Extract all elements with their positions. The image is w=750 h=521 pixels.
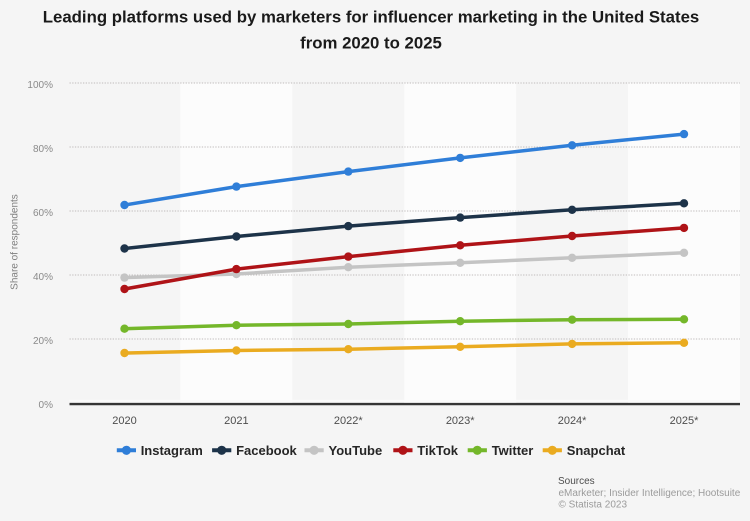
svg-text:from 2020 to 2025: from 2020 to 2025	[300, 34, 442, 53]
svg-text:Twitter: Twitter	[492, 443, 534, 458]
svg-text:0%: 0%	[39, 400, 54, 411]
svg-text:80%: 80%	[33, 144, 53, 155]
svg-text:100%: 100%	[27, 80, 53, 91]
svg-text:2023*: 2023*	[446, 415, 475, 427]
svg-text:eMarketer; Insider Intelligenc: eMarketer; Insider Intelligence; Hootsui…	[559, 488, 741, 499]
svg-text:20%: 20%	[33, 336, 53, 347]
svg-text:YouTube: YouTube	[329, 443, 383, 458]
svg-text:2020: 2020	[112, 415, 136, 427]
svg-text:Leading platforms used by mark: Leading platforms used by marketers for …	[43, 7, 700, 26]
svg-text:Share of respondents: Share of respondents	[10, 194, 21, 290]
svg-text:60%: 60%	[33, 208, 53, 219]
svg-text:2021: 2021	[224, 415, 248, 427]
svg-text:Instagram: Instagram	[141, 443, 203, 458]
svg-text:2024*: 2024*	[558, 415, 587, 427]
svg-text:Snapchat: Snapchat	[567, 443, 626, 458]
svg-text:© Statista 2023: © Statista 2023	[559, 500, 628, 511]
svg-text:Sources: Sources	[558, 476, 595, 487]
svg-text:2025*: 2025*	[670, 415, 699, 427]
svg-text:2022*: 2022*	[334, 415, 363, 427]
svg-text:Facebook: Facebook	[236, 443, 297, 458]
svg-text:TikTok: TikTok	[417, 443, 458, 458]
svg-text:40%: 40%	[33, 272, 53, 283]
